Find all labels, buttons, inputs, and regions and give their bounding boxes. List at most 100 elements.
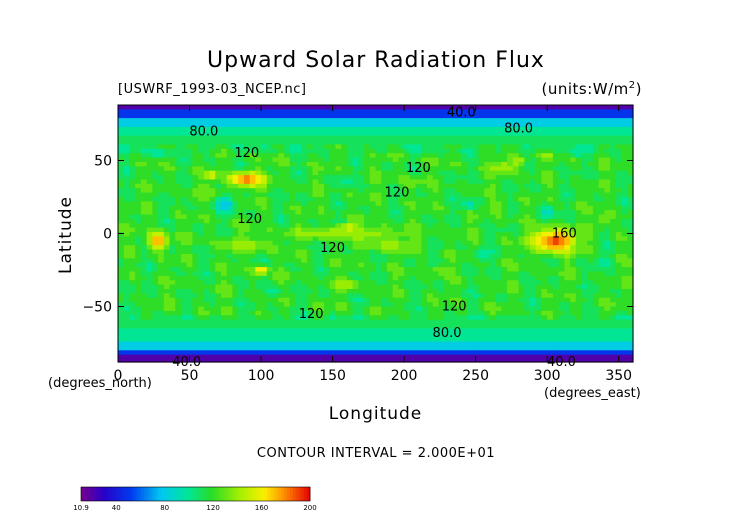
flux-cell bbox=[123, 161, 131, 167]
flux-cell bbox=[306, 210, 314, 216]
flux-cell bbox=[158, 210, 165, 216]
flux-cell bbox=[306, 175, 314, 181]
flux-cell bbox=[301, 319, 308, 325]
flux-cell bbox=[295, 214, 302, 220]
flux-cell bbox=[386, 218, 394, 224]
flux-cell bbox=[398, 236, 405, 242]
flux-cell bbox=[198, 302, 205, 308]
flux-cell bbox=[512, 140, 520, 146]
flux-cell bbox=[409, 109, 417, 115]
flux-cell bbox=[209, 201, 216, 207]
flux-cell bbox=[329, 201, 337, 207]
flux-cell bbox=[289, 192, 296, 198]
flux-cell bbox=[335, 245, 342, 251]
flux-cell bbox=[404, 332, 411, 338]
flux-cell bbox=[186, 232, 193, 238]
flux-cell bbox=[180, 118, 188, 124]
flux-cell bbox=[444, 232, 451, 238]
flux-cell bbox=[530, 126, 537, 132]
flux-cell bbox=[472, 315, 480, 321]
flux-cell bbox=[381, 131, 388, 137]
flux-cell bbox=[409, 310, 417, 316]
flux-cell bbox=[398, 302, 405, 308]
flux-cell bbox=[415, 113, 422, 119]
flux-cell bbox=[129, 271, 136, 277]
flux-cell bbox=[203, 126, 211, 132]
flux-cell bbox=[535, 319, 543, 325]
flux-cell bbox=[278, 332, 285, 338]
flux-cell bbox=[324, 275, 331, 281]
flux-cell bbox=[352, 140, 359, 146]
flux-cell bbox=[169, 148, 176, 154]
flux-cell bbox=[427, 245, 434, 251]
flux-cell bbox=[581, 267, 588, 273]
flux-cell bbox=[461, 105, 468, 110]
flux-cell bbox=[421, 249, 428, 255]
flux-cell bbox=[266, 315, 274, 321]
flux-cell bbox=[180, 293, 188, 299]
flux-cell bbox=[324, 253, 331, 259]
flux-cell bbox=[507, 253, 514, 259]
flux-cell bbox=[547, 297, 554, 303]
flux-cell bbox=[558, 288, 565, 294]
flux-cell bbox=[518, 144, 525, 150]
flux-cell bbox=[621, 183, 628, 189]
flux-cell bbox=[306, 109, 314, 115]
flux-cell bbox=[398, 232, 405, 238]
flux-cell bbox=[341, 109, 348, 115]
flux-cell bbox=[352, 188, 359, 194]
flux-cell bbox=[152, 210, 159, 216]
flux-cell bbox=[306, 297, 314, 303]
flux-cell bbox=[455, 140, 462, 146]
flux-cell bbox=[415, 161, 422, 167]
flux-cell bbox=[169, 319, 176, 325]
flux-cell bbox=[341, 126, 348, 132]
flux-cell bbox=[140, 319, 148, 325]
flux-cell bbox=[180, 179, 188, 185]
flux-cell bbox=[358, 328, 365, 334]
flux-cell bbox=[243, 192, 251, 198]
flux-cell bbox=[461, 109, 468, 115]
flux-cell bbox=[289, 280, 296, 286]
flux-cell bbox=[604, 341, 611, 347]
flux-cell bbox=[375, 341, 382, 347]
flux-cell bbox=[123, 131, 131, 137]
flux-cell bbox=[335, 188, 342, 194]
flux-cell bbox=[541, 337, 548, 343]
flux-cell bbox=[266, 302, 274, 308]
flux-cell bbox=[209, 223, 216, 229]
flux-cell bbox=[415, 122, 422, 128]
flux-cell bbox=[444, 157, 451, 163]
flux-cell bbox=[530, 341, 537, 347]
flux-cell bbox=[118, 337, 125, 343]
flux-cell bbox=[444, 267, 451, 273]
flux-cell bbox=[283, 140, 291, 146]
flux-cell bbox=[524, 179, 531, 185]
flux-cell bbox=[215, 179, 222, 185]
flux-cell bbox=[335, 153, 342, 159]
flux-cell bbox=[610, 140, 617, 146]
flux-cell bbox=[369, 118, 377, 124]
flux-cell bbox=[484, 315, 491, 321]
flux-cell bbox=[604, 227, 611, 233]
flux-cell bbox=[455, 315, 462, 321]
flux-cell bbox=[381, 175, 388, 181]
flux-cell bbox=[283, 262, 291, 268]
flux-cell bbox=[547, 192, 554, 198]
flux-cell bbox=[598, 218, 605, 224]
flux-cell bbox=[592, 205, 600, 211]
flux-cell bbox=[627, 122, 634, 128]
flux-cell bbox=[427, 105, 434, 110]
flux-cell bbox=[255, 131, 262, 137]
flux-cell bbox=[615, 210, 623, 216]
flux-cell bbox=[295, 328, 302, 334]
flux-cell bbox=[289, 140, 296, 146]
flux-cell bbox=[484, 196, 491, 202]
flux-cell bbox=[438, 140, 445, 146]
flux-cell bbox=[415, 118, 422, 124]
flux-cell bbox=[472, 258, 480, 264]
flux-cell bbox=[295, 105, 302, 110]
flux-cell bbox=[346, 179, 354, 185]
flux-cell bbox=[186, 179, 193, 185]
flux-cell bbox=[169, 345, 176, 351]
